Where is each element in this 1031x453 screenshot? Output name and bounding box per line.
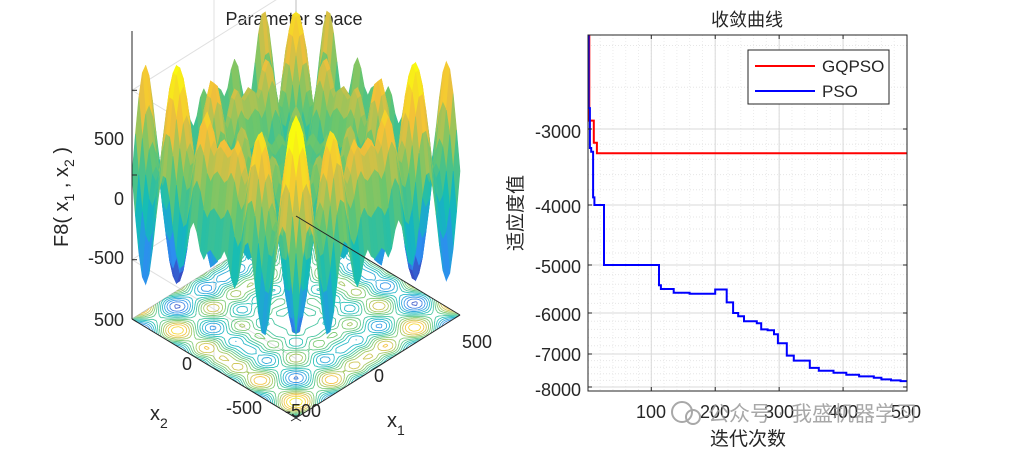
surface-z-axis-label: F8( x1 , x2 )	[51, 147, 77, 247]
x-tick-label: 100	[636, 402, 666, 422]
y-tick-label: 0	[182, 354, 192, 374]
legend: GQPSO PSO	[747, 49, 890, 105]
watermark-text: 公众号 · 我盛机器学习	[708, 402, 917, 426]
y-tick-label: -4000	[535, 197, 581, 217]
z-tick-label: -500	[88, 248, 124, 268]
y-tick-label: -500	[226, 398, 262, 418]
convergence-x-axis-label: 迭代次数	[710, 428, 786, 450]
y-tick-label: -7000	[535, 345, 581, 365]
y-tick-label: -6000	[535, 305, 581, 325]
wechat-icon	[671, 401, 693, 423]
grid-lines	[588, 35, 908, 391]
x-tick-label: 200	[700, 402, 730, 422]
convergence-plot: 收敛曲线 -3000 -4000 -5000 -6000 -7000 -8000…	[505, 10, 921, 450]
z-tick-label: 0	[114, 189, 124, 209]
axis-ticks	[588, 35, 908, 391]
legend-box	[747, 49, 890, 105]
legend-label-gqpso: GQPSO	[822, 57, 884, 76]
surface-box-front	[131, 31, 461, 422]
y-tick-label: -8000	[535, 380, 581, 400]
series-line-pso	[588, 35, 907, 383]
y-tick-label: -3000	[535, 122, 581, 142]
x-tick-label: 400	[828, 402, 858, 422]
convergence-y-axis-label: 适应度值	[505, 175, 527, 251]
surface-plot: Parameter space 500 0 -500 500 0 -500 -5…	[51, 0, 492, 438]
x-tick-label: -500	[285, 401, 321, 421]
y-tick-label: -5000	[535, 257, 581, 277]
legend-label-pso: PSO	[822, 82, 858, 101]
z-tick-label: 500	[94, 129, 124, 149]
surface-x-axis-label: x1	[387, 410, 405, 438]
x-tick-label: 0	[374, 366, 384, 386]
x-tick-label: 500	[462, 332, 492, 352]
y-tick-label: 500	[94, 310, 124, 330]
surface-y-axis-label: x2	[150, 403, 168, 431]
x-tick-label: 300	[764, 402, 794, 422]
surface-mesh	[131, 10, 461, 336]
wechat-icon-bubble	[685, 409, 701, 425]
convergence-title: 收敛曲线	[711, 10, 783, 31]
axes-box	[587, 34, 908, 392]
watermark: 公众号 · 我盛机器学习	[671, 401, 917, 426]
x-tick-label: 500	[891, 402, 921, 422]
